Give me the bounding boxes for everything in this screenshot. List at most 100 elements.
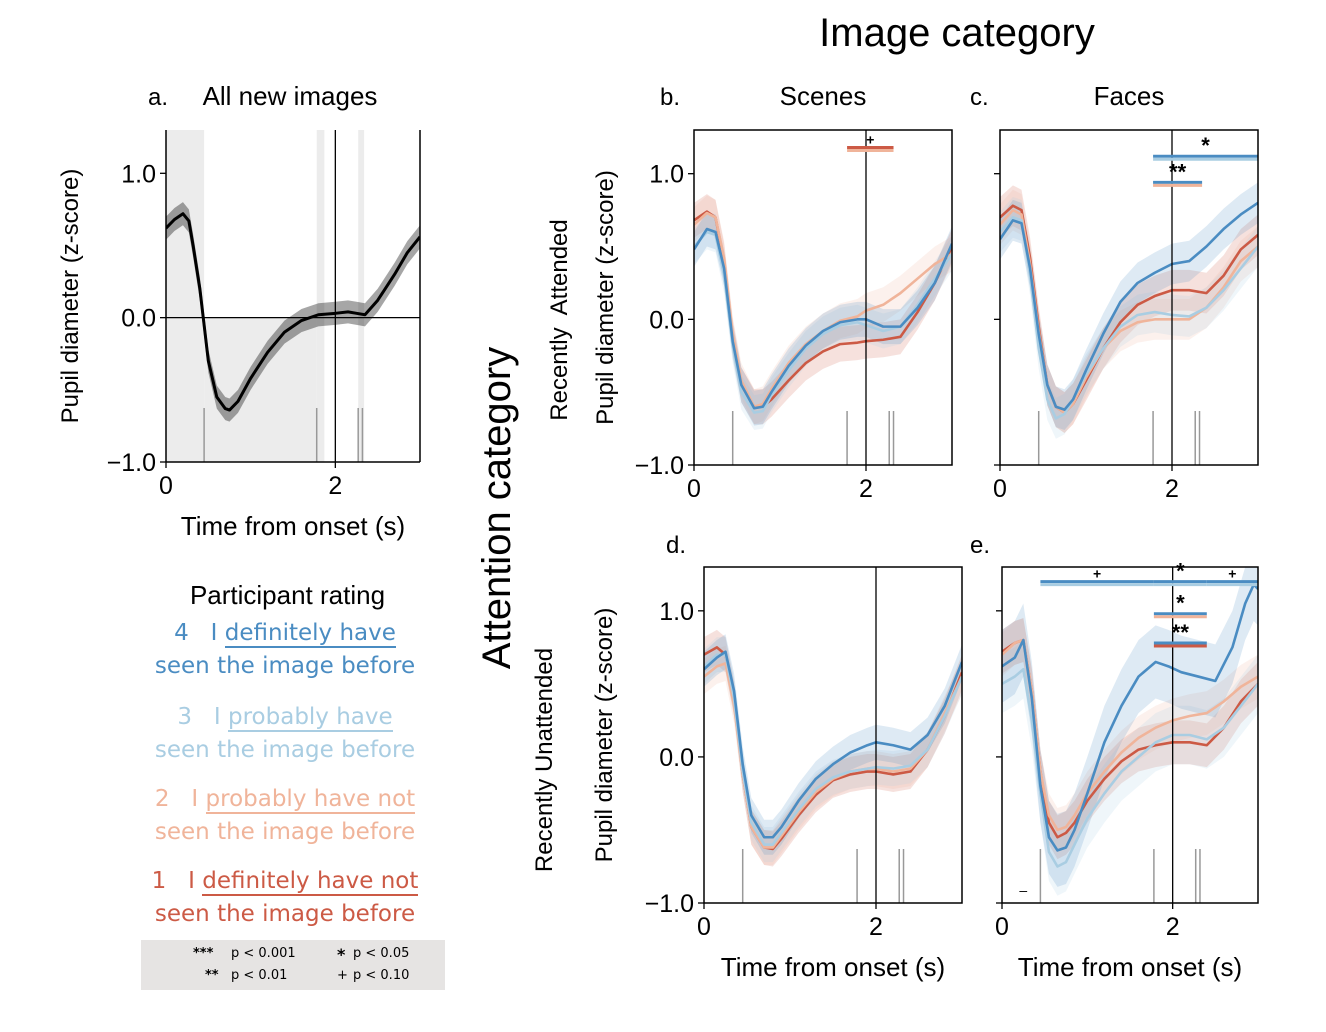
- confidence-band-1: [1002, 618, 1258, 860]
- row-label-unattended: Recently Unattended: [531, 648, 558, 872]
- plot-area: [166, 202, 420, 422]
- sig-sym-001: ***: [193, 946, 214, 961]
- confidence-band-2: [1002, 618, 1258, 852]
- y-tick-label: −1.0: [645, 890, 694, 918]
- confidence-band-4: [694, 211, 952, 426]
- y-tick-label: 1.0: [649, 161, 684, 189]
- sig-txt-01: p < 0.01: [231, 968, 288, 983]
- x-tick-label: 0: [687, 475, 701, 503]
- legend-item-4: 4 I definitely have seen the image befor…: [154, 620, 416, 679]
- sig-label: *: [1176, 591, 1185, 616]
- series-line-4: [1000, 201, 1258, 411]
- plot-area: [704, 629, 962, 867]
- panel-title: Scenes: [780, 81, 867, 111]
- legend-item-1-num: 1: [151, 868, 167, 894]
- sig-label: +: [866, 131, 874, 147]
- panel-b: +0 2 −1.0 0.0 1.0 Pupil diameter (z-score) b. S…: [592, 81, 953, 503]
- panel-label: a.: [148, 84, 168, 111]
- panel-title: All new images: [203, 81, 378, 111]
- x-axis-label: Time from onset (s): [1018, 952, 1242, 982]
- y-tick-label: 1.0: [659, 598, 694, 626]
- legend-item-1-line2: seen the image before: [154, 901, 416, 927]
- plot-frame: [703, 566, 963, 904]
- series-line-4: [694, 227, 952, 410]
- y-tick-label: 0.0: [649, 306, 684, 334]
- sig-sym-10: +: [337, 968, 348, 983]
- sig-label: *: [1201, 133, 1210, 158]
- x-axis-label: Time from onset (s): [721, 952, 945, 982]
- sig-sym-01: **: [205, 968, 219, 983]
- figure-title-side: Attention category: [475, 347, 519, 669]
- plot-frame: [999, 129, 1259, 466]
- legend-title: Participant rating: [189, 580, 386, 610]
- plot-area: [1000, 182, 1258, 439]
- legend-item-3-line2: seen the image before: [154, 737, 416, 763]
- panel-label: b.: [660, 84, 680, 111]
- sig-txt-05: p < 0.05: [353, 946, 410, 961]
- confidence-band-4: [1000, 182, 1258, 431]
- series-line-3: [1002, 667, 1258, 868]
- x-tick-label: 0: [993, 475, 1007, 503]
- sig-txt-001: p < 0.001: [231, 946, 296, 961]
- x-tick-label: 0: [159, 472, 173, 500]
- legend-item-2-under: probably have not: [205, 786, 416, 814]
- panel-c: ***0 2c. Faces: [970, 81, 1259, 503]
- panel-label: e.: [970, 532, 990, 559]
- y-axis-label: Pupil diameter (z-score): [591, 608, 618, 863]
- sig-label: +: [1093, 566, 1101, 582]
- sig-txt-10: p < 0.10: [353, 968, 410, 983]
- legend-item-3-under: probably have: [228, 704, 393, 732]
- y-axis-label: Pupil diameter (z-score): [57, 169, 84, 424]
- panel-title: Faces: [1094, 81, 1165, 111]
- legend-item-2-line2: seen the image before: [154, 819, 416, 845]
- plot-area: [694, 194, 952, 431]
- series-line-4: [704, 650, 962, 839]
- legend-item-2-num: 2: [154, 786, 170, 812]
- panels-group: 0 2 −1.0 0.0 1.0 Time from onset (s) Pupil dia…: [57, 81, 1259, 982]
- x-tick-label: 2: [328, 472, 342, 500]
- x-tick-label: 2: [869, 913, 883, 941]
- x-tick-label: 0: [995, 913, 1009, 941]
- legend-item-4-num: 4: [174, 620, 189, 646]
- sig-label: +: [1228, 566, 1236, 582]
- series-line-all: [166, 212, 420, 412]
- x-tick-label: 0: [697, 913, 711, 941]
- x-tick-label: 2: [859, 475, 873, 503]
- plot-frame: [693, 129, 953, 466]
- sig-label: **: [1172, 620, 1190, 645]
- confidence-band-2: [694, 195, 952, 425]
- legend-item-4-under: definitely have: [224, 620, 396, 648]
- confidence-band-4: [704, 634, 962, 855]
- legend-item-4-line2: seen the image before: [154, 653, 416, 679]
- y-tick-label: 1.0: [121, 160, 156, 188]
- shaded-region: [204, 317, 317, 462]
- legend-item-3-num: 3: [177, 704, 192, 730]
- panel-label: c.: [970, 84, 989, 111]
- confidence-band-3: [694, 214, 952, 431]
- plot-area: [1002, 567, 1258, 896]
- panel-d: 0 2 −1.0 0.0 1.0 Time from onset (s) Pupil dia…: [591, 532, 963, 982]
- confidence-band-2: [1000, 189, 1258, 433]
- legend-item-3: 3 I probably have seen the image before: [154, 704, 416, 763]
- sig-sym-05: *: [337, 945, 346, 964]
- y-tick-label: −1.0: [635, 452, 684, 480]
- x-tick-label: 2: [1166, 913, 1180, 941]
- confidence-band-3: [1000, 197, 1258, 439]
- shaded-region: [316, 130, 325, 462]
- shaded-region: [166, 130, 205, 462]
- y-axis-label: Pupil diameter (z-score): [592, 170, 619, 425]
- plot-frame: [1001, 566, 1259, 904]
- figure-title-top: Image category: [819, 11, 1095, 55]
- minus-mark: –: [1019, 882, 1027, 898]
- x-tick-label: 2: [1165, 475, 1179, 503]
- legend-item-1-under: definitely have not: [202, 868, 419, 896]
- row-label-attended: Recently Attended: [546, 219, 573, 420]
- legend-item-2: 2 I probably have not seen the image bef…: [154, 786, 416, 845]
- panel-label: d.: [666, 532, 686, 559]
- sig-label: **: [1169, 159, 1187, 184]
- panel-a: 0 2 −1.0 0.0 1.0 Time from onset (s) Pupil dia…: [57, 81, 421, 541]
- y-tick-label: 0.0: [121, 305, 156, 333]
- confidence-band-3: [1002, 640, 1258, 896]
- y-tick-label: 0.0: [659, 744, 694, 772]
